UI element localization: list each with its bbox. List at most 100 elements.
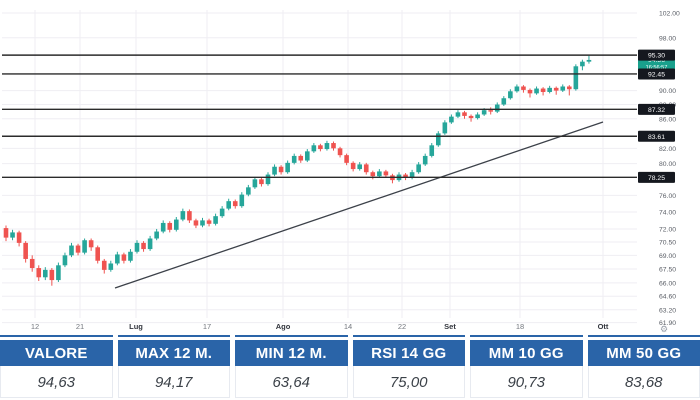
- price-axis-label[interactable]: 82.00: [659, 146, 676, 153]
- time-axis-label[interactable]: Set: [444, 322, 456, 331]
- candle-body: [62, 255, 68, 266]
- stat-header-max-12m: MAX 12 M.: [117, 340, 230, 366]
- stats-table: VALORE 94,63 MAX 12 M. 94,17 MIN 12 M. 6…: [0, 335, 700, 398]
- stat-top-rule: [117, 335, 230, 337]
- candle-body: [449, 116, 454, 123]
- candle-body: [508, 91, 513, 99]
- price-axis-label[interactable]: 102.00: [659, 11, 680, 18]
- last-price-countdown: 16:56:57: [646, 65, 668, 71]
- candle-body: [115, 254, 120, 264]
- candle-body: [108, 263, 114, 270]
- candle-body: [324, 143, 330, 150]
- price-axis-label[interactable]: 70.50: [659, 240, 676, 247]
- candle-body: [75, 245, 81, 253]
- price-axis-label[interactable]: 67.50: [659, 266, 676, 273]
- time-axis-label[interactable]: 18: [516, 322, 524, 331]
- candle-body: [16, 232, 22, 243]
- candle-body: [187, 211, 192, 221]
- stat-column: MIN 12 M. 63,64: [235, 335, 348, 398]
- candle-body: [416, 164, 421, 173]
- candle-body: [226, 201, 231, 209]
- price-axis-label[interactable]: 86.00: [659, 116, 676, 123]
- candle-body: [213, 216, 218, 224]
- stat-header-mm-50gg: MM 50 GG: [587, 340, 700, 366]
- candle-body: [422, 155, 428, 165]
- time-axis-label[interactable]: 12: [31, 322, 39, 331]
- candle-body: [147, 238, 153, 250]
- price-axis-label[interactable]: 66.00: [659, 280, 676, 287]
- candle-body: [363, 164, 369, 173]
- stat-value-min-12m: 63,64: [235, 366, 348, 398]
- candle-body: [357, 164, 362, 170]
- candlestick-chart[interactable]: 102.0098.0090.0088.0086.0082.0080.0076.0…: [0, 0, 700, 336]
- trendline[interactable]: [114, 121, 604, 289]
- price-axis-label[interactable]: 90.00: [659, 88, 676, 95]
- candle-body: [121, 254, 127, 261]
- candle-body: [468, 115, 474, 119]
- candle-body: [167, 222, 173, 230]
- candle-body: [29, 258, 35, 269]
- candle-body: [128, 251, 133, 261]
- price-axis-label[interactable]: 76.00: [659, 193, 676, 200]
- stat-value-mm-50gg: 83,68: [587, 366, 700, 398]
- candle-body: [567, 86, 572, 90]
- candle-body: [481, 110, 487, 115]
- candle-body: [527, 89, 533, 94]
- candle-body: [3, 228, 9, 238]
- candle-body: [337, 148, 343, 156]
- settings-icon[interactable]: ⚙: [660, 324, 668, 334]
- candle-body: [436, 133, 441, 146]
- price-axis-label[interactable]: 72.00: [659, 226, 676, 233]
- stat-value-mm-10gg: 90,73: [470, 366, 583, 398]
- stat-top-rule: [235, 335, 348, 337]
- candle-body: [272, 166, 277, 175]
- stat-top-rule: [587, 335, 700, 337]
- candle-body: [154, 231, 159, 239]
- candle-body: [514, 86, 520, 92]
- time-axis-label[interactable]: Lug: [129, 322, 143, 331]
- candle-body: [56, 265, 61, 281]
- time-axis-label[interactable]: 17: [203, 322, 211, 331]
- time-axis-label[interactable]: Ott: [598, 322, 609, 331]
- candle-body: [409, 172, 415, 178]
- candle-body: [305, 151, 310, 161]
- level-price-badge: [638, 130, 675, 142]
- candle-body: [429, 145, 435, 156]
- price-axis-label[interactable]: 64.60: [659, 294, 676, 301]
- price-axis-label[interactable]: 63.20: [659, 307, 676, 314]
- time-axis-label[interactable]: 21: [76, 322, 84, 331]
- candle-body: [547, 87, 552, 92]
- stat-value-valore: 94,63: [0, 366, 113, 398]
- price-axis-label[interactable]: 69.00: [659, 253, 676, 260]
- price-axis-label[interactable]: 61.90: [659, 320, 676, 327]
- candle-body: [200, 220, 205, 226]
- candle-body: [291, 155, 297, 163]
- candle-body: [101, 260, 107, 270]
- price-axis-label[interactable]: 80.00: [659, 161, 676, 168]
- level-price-badge: [638, 103, 675, 115]
- price-axis-label[interactable]: 98.00: [659, 35, 676, 42]
- time-axis-label[interactable]: 14: [344, 322, 352, 331]
- candle-body: [377, 171, 382, 177]
- stat-top-rule: [0, 335, 113, 337]
- stat-value-max-12m: 94,17: [117, 366, 230, 398]
- candle-body: [88, 240, 94, 248]
- level-price-label: 78.25: [648, 175, 665, 182]
- candle-body: [344, 155, 349, 163]
- time-axis-label[interactable]: 22: [398, 322, 406, 331]
- candle-body: [23, 242, 28, 259]
- time-axis-label[interactable]: Ago: [276, 322, 291, 331]
- candle-body: [494, 104, 500, 112]
- stat-column: MM 50 GG 83,68: [587, 335, 700, 398]
- stat-column: RSI 14 GG 75,00: [352, 335, 465, 398]
- candle-body: [553, 87, 559, 91]
- candle-body: [311, 145, 317, 152]
- candle-body: [36, 268, 42, 278]
- price-axis-label[interactable]: 74.00: [659, 209, 676, 216]
- level-price-label: 92.45: [648, 71, 665, 78]
- stat-header-valore: VALORE: [0, 340, 113, 366]
- candle-body: [232, 201, 238, 207]
- candle-body: [49, 269, 55, 281]
- candle-body: [442, 122, 448, 134]
